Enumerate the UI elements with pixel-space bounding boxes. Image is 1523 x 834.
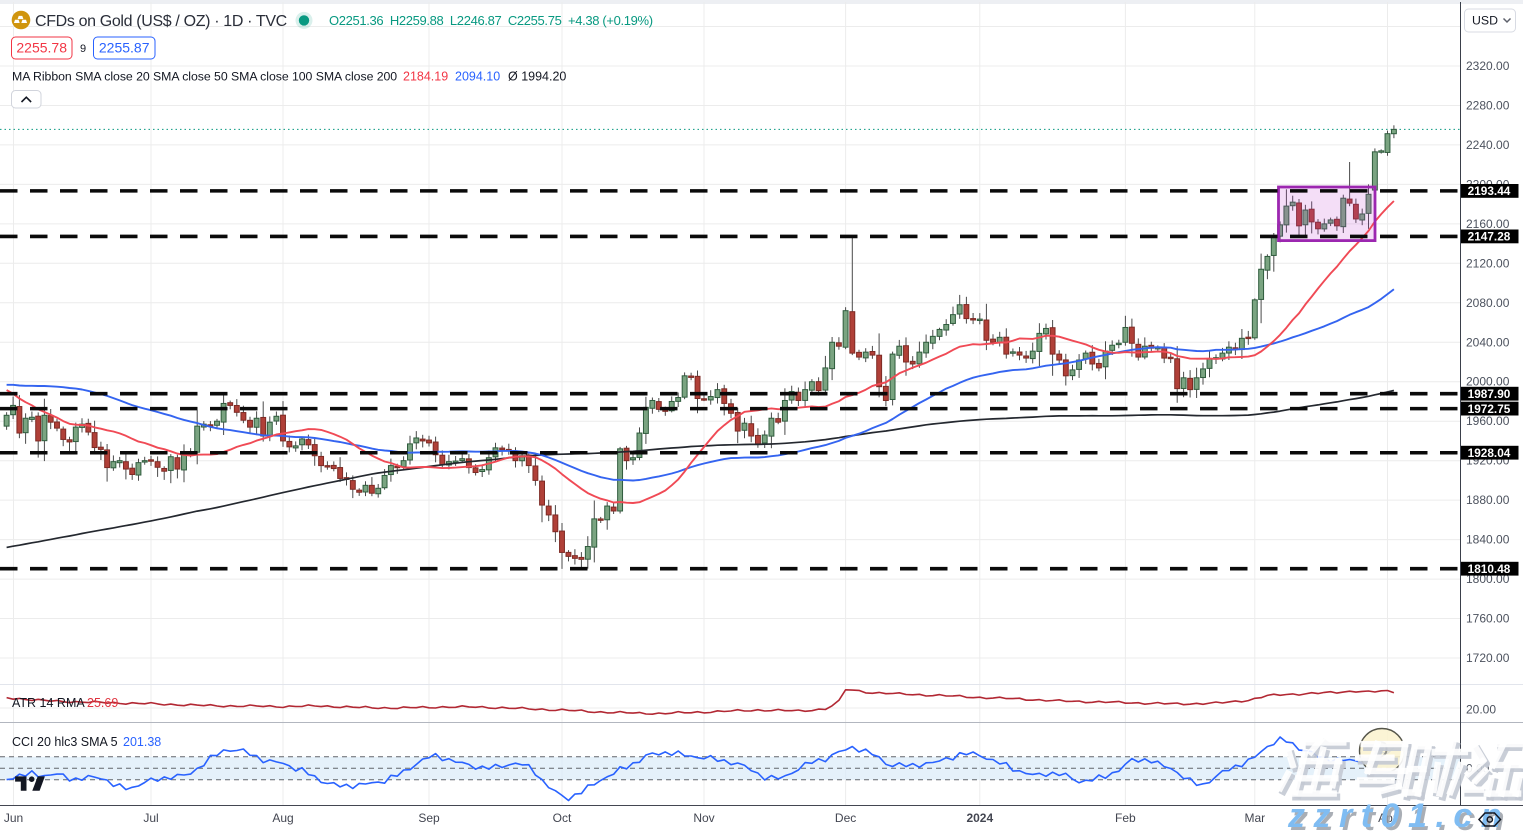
svg-text:1972.75: 1972.75 xyxy=(1468,402,1511,416)
svg-text:2040.00: 2040.00 xyxy=(1466,335,1510,349)
svg-text:USD: USD xyxy=(1472,14,1498,28)
svg-text:9: 9 xyxy=(80,43,86,55)
svg-text:Mar: Mar xyxy=(1244,811,1265,825)
svg-text:Dec: Dec xyxy=(835,811,856,825)
svg-text:Apr: Apr xyxy=(1378,811,1397,825)
svg-text:20.00: 20.00 xyxy=(1466,703,1496,717)
svg-text:2080.00: 2080.00 xyxy=(1466,296,1510,310)
svg-text:zzrt01.cn: zzrt01.cn xyxy=(1287,797,1510,834)
svg-text:Feb: Feb xyxy=(1115,811,1136,825)
svg-text:Jun: Jun xyxy=(4,811,23,825)
svg-text:1720.00: 1720.00 xyxy=(1466,651,1510,665)
svg-text:CCI 20 hlc3 SMA 5: CCI 20 hlc3 SMA 5 xyxy=(12,735,118,749)
svg-text:Aug: Aug xyxy=(272,811,293,825)
svg-text:Sep: Sep xyxy=(418,811,440,825)
svg-text:ATR 14 RMA: ATR 14 RMA xyxy=(12,696,85,710)
svg-text:2255.78: 2255.78 xyxy=(16,40,67,56)
svg-text:1880.00: 1880.00 xyxy=(1466,493,1510,507)
svg-text:2147.28: 2147.28 xyxy=(1468,230,1511,244)
svg-text:2184.19: 2184.19 xyxy=(403,70,448,84)
svg-text:MA Ribbon SMA close 20 SMA clo: MA Ribbon SMA close 20 SMA close 50 SMA … xyxy=(12,70,397,84)
svg-text:1987.90: 1987.90 xyxy=(1468,387,1511,401)
svg-text:O2251.36 H2259.88 L2246.87: O2251.36 H2259.88 L2246.87 C2255.75 +4.3… xyxy=(329,13,653,28)
svg-text:25.69: 25.69 xyxy=(87,696,118,710)
svg-text:2240.00: 2240.00 xyxy=(1466,138,1510,152)
svg-text:1810.48: 1810.48 xyxy=(1468,562,1511,576)
svg-text:2094.10: 2094.10 xyxy=(455,70,500,84)
svg-text:1960.00: 1960.00 xyxy=(1466,414,1510,428)
svg-text:Oct: Oct xyxy=(553,811,572,825)
svg-text:CFDs on Gold (US$ / OZ) · 1D ·: CFDs on Gold (US$ / OZ) · 1D · TVC xyxy=(35,13,287,30)
svg-text:2160.00: 2160.00 xyxy=(1466,217,1510,231)
svg-text:2255.87: 2255.87 xyxy=(99,40,150,56)
svg-text:1760.00: 1760.00 xyxy=(1466,612,1510,626)
svg-text:Ø 1994.20: Ø 1994.20 xyxy=(508,70,566,84)
svg-text:2024: 2024 xyxy=(966,811,993,825)
svg-text:1928.04: 1928.04 xyxy=(1468,446,1511,460)
svg-text:Nov: Nov xyxy=(693,811,714,825)
svg-text:201.38: 201.38 xyxy=(123,735,161,749)
svg-text:2000.00: 2000.00 xyxy=(1466,375,1510,389)
svg-text:1840.00: 1840.00 xyxy=(1466,533,1510,547)
svg-text:2193.44: 2193.44 xyxy=(1468,184,1511,198)
svg-text:2320.00: 2320.00 xyxy=(1466,59,1510,73)
svg-text:Jul: Jul xyxy=(143,811,158,825)
svg-text:2280.00: 2280.00 xyxy=(1466,99,1510,113)
svg-text:2120.00: 2120.00 xyxy=(1466,256,1510,270)
svg-text:zzrt01.cn: zzrt01.cn xyxy=(1290,800,1513,834)
